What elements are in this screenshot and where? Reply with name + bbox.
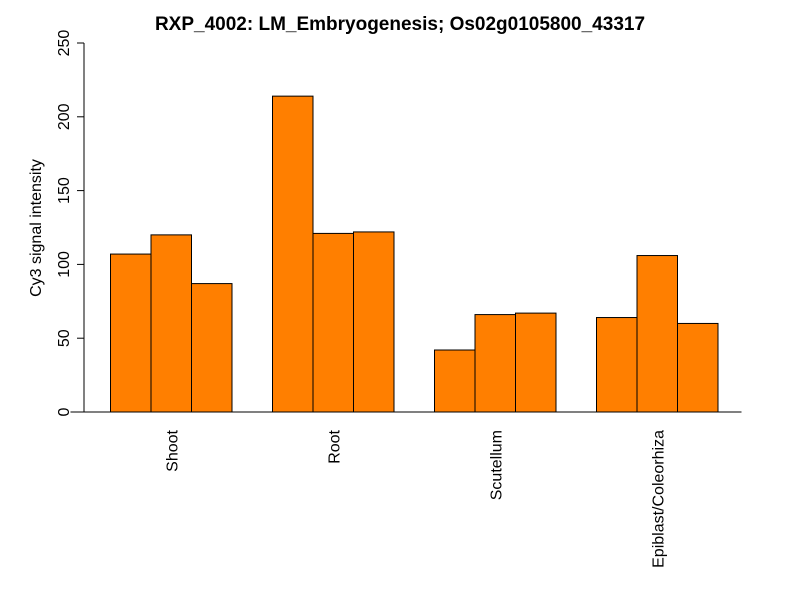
y-tick-label: 50: [56, 329, 73, 347]
bar-root-3: [353, 231, 395, 413]
y-tick-label: 150: [56, 177, 73, 204]
bar-epiblast-coleorhiza-1: [596, 317, 638, 413]
category-label: Shoot: [164, 429, 181, 471]
y-tick-label: 100: [56, 251, 73, 278]
chart-title: RXP_4002: LM_Embryogenesis; Os02g0105800…: [155, 14, 645, 35]
bar-scutellum-1: [434, 349, 476, 413]
y-axis: 0 50 100 150 200 250: [56, 30, 85, 416]
y-tick-label: 200: [56, 103, 73, 130]
y-tick-label: 250: [56, 30, 73, 57]
category-labels: Shoot Root Scutellum Epiblast/Coleorhiza: [164, 429, 667, 567]
bar-scutellum-2: [474, 314, 516, 413]
bar-shoot-3: [191, 283, 233, 413]
bar-root-2: [312, 232, 354, 413]
bar-root-1: [272, 95, 314, 413]
bar-epiblast-coleorhiza-2: [636, 255, 678, 413]
category-label: Root: [326, 429, 343, 463]
bar-epiblast-coleorhiza-3: [677, 322, 719, 413]
bar-shoot-2: [150, 234, 192, 413]
y-axis-label: Cy3 signal intensity: [28, 159, 45, 297]
category-label: Epiblast/Coleorhiza: [650, 430, 667, 568]
bar-scutellum-3: [515, 312, 557, 413]
y-tick-label: 0: [56, 407, 73, 416]
bar-shoot-1: [110, 253, 152, 413]
bars-group: [110, 95, 719, 413]
category-label: Scutellum: [488, 430, 505, 500]
